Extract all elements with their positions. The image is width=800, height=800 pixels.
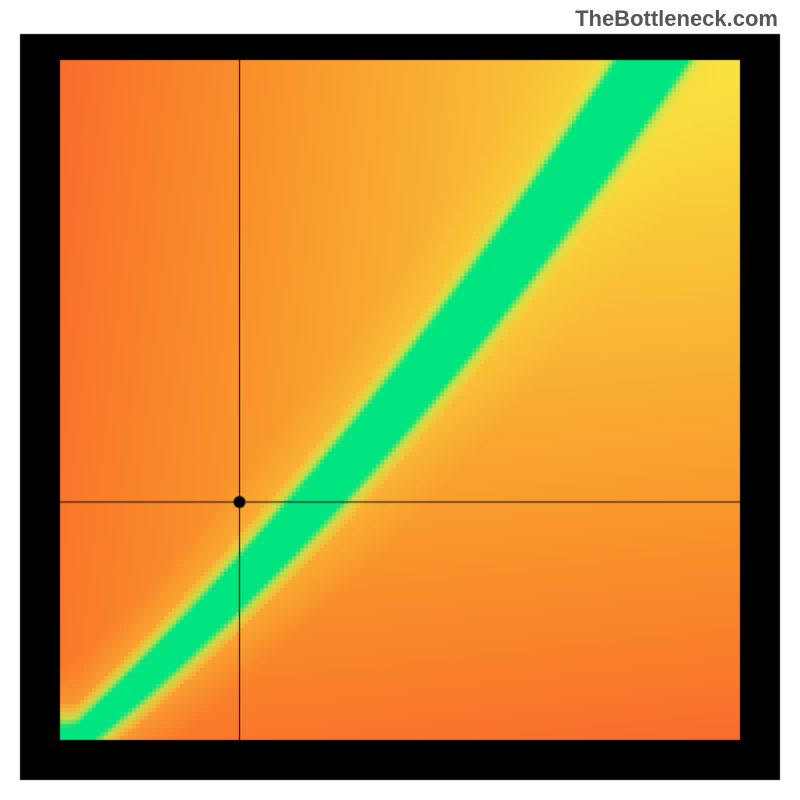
watermark-text: TheBottleneck.com [575, 6, 778, 32]
bottleneck-heatmap-canvas [0, 0, 800, 800]
root-container: TheBottleneck.com [0, 0, 800, 800]
